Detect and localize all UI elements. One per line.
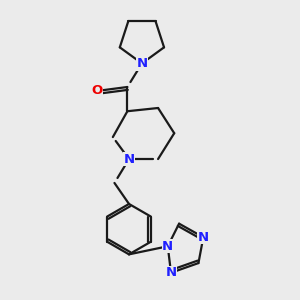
- Text: N: N: [162, 240, 173, 253]
- Text: N: N: [165, 266, 177, 279]
- Text: N: N: [136, 57, 148, 70]
- Text: O: O: [91, 84, 102, 97]
- Text: N: N: [123, 152, 135, 166]
- Text: N: N: [198, 231, 209, 244]
